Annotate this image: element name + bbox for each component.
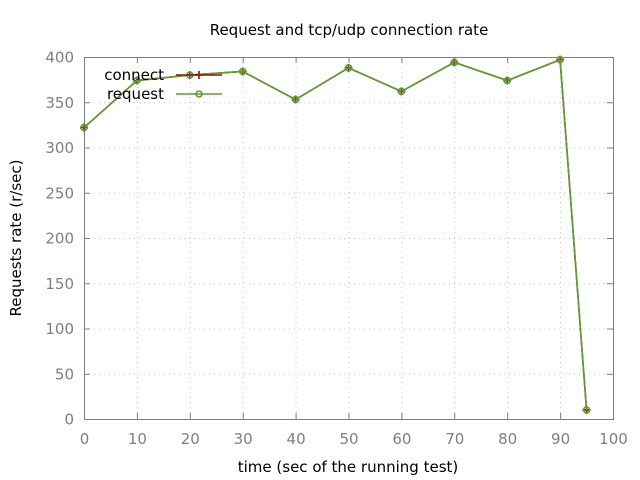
data-point — [238, 67, 247, 76]
series-line — [83, 58, 588, 411]
series-line — [83, 58, 588, 411]
data-point — [291, 95, 300, 104]
grid-lines — [84, 57, 613, 419]
x-tick-label: 0 — [80, 430, 90, 448]
x-tick-label: 40 — [287, 430, 306, 448]
data-point — [397, 87, 406, 96]
x-tick-label: 30 — [234, 430, 253, 448]
legend-marker — [195, 90, 203, 98]
x-tick-label: 60 — [392, 430, 411, 448]
x-axis-label: time (sec of the running test) — [238, 458, 459, 476]
data-point — [344, 64, 353, 72]
series-0 — [80, 55, 591, 414]
data-point — [582, 406, 591, 414]
data-point — [80, 123, 88, 132]
data-point — [450, 58, 459, 67]
x-tick-label: 70 — [445, 430, 464, 448]
data-point — [133, 76, 141, 85]
x-tick-label: 20 — [181, 430, 200, 448]
y-tick-label: 0 — [64, 411, 74, 429]
series-1 — [80, 55, 591, 414]
y-tick-label: 400 — [45, 49, 74, 67]
legend-label: request — [107, 85, 164, 103]
y-tick-label: 50 — [55, 365, 74, 383]
y-tick-label: 350 — [45, 94, 74, 112]
x-tick-label: 90 — [551, 430, 570, 448]
axis-ticks: 0 50 100 150 200 250 300 350 400 0 10 20 30 40 50 60 70 8… — [45, 49, 627, 449]
y-tick-label: 250 — [45, 184, 74, 202]
legend: connect request — [104, 66, 222, 103]
series-layer — [80, 55, 591, 414]
y-tick-label: 150 — [45, 275, 74, 293]
y-tick-label: 200 — [45, 230, 74, 248]
legend-marker — [195, 71, 203, 79]
legend-label: connect — [104, 66, 164, 84]
y-tick-label: 100 — [45, 320, 74, 338]
y-tick-label: 300 — [45, 139, 74, 157]
data-point — [503, 76, 512, 85]
data-point — [556, 55, 564, 64]
y-axis-label: Requests rate (r/sec) — [7, 160, 25, 317]
x-tick-label: 10 — [128, 430, 147, 448]
x-tick-label: 80 — [498, 430, 517, 448]
chart-title: Request and tcp/udp connection rate — [210, 21, 489, 39]
x-tick-label: 50 — [339, 430, 358, 448]
x-tick-label: 100 — [599, 430, 628, 448]
